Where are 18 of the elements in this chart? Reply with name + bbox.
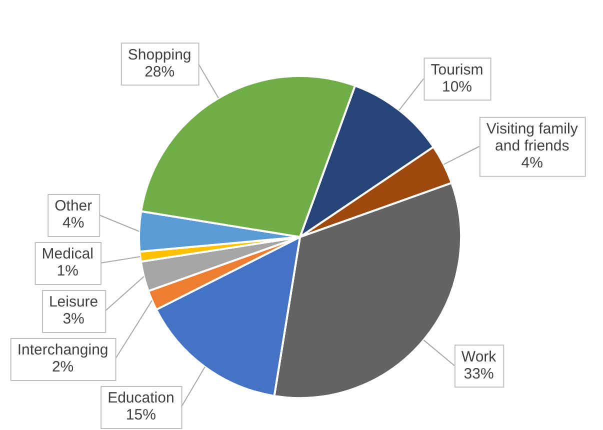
data-label: 28% — [144, 63, 175, 80]
data-label: 1% — [56, 262, 78, 280]
data-label: 15% — [126, 406, 156, 424]
slice-label: Education — [108, 390, 174, 407]
data-label: 3% — [62, 310, 84, 328]
slice-label: Shopping — [128, 46, 192, 64]
slice-label: Tourism — [430, 61, 484, 78]
slice-label: Visiting family and friends — [486, 120, 578, 155]
data-label: 4% — [521, 154, 543, 172]
slice-label: Interchanging — [17, 342, 108, 359]
data-label: 4% — [62, 214, 84, 232]
data-label: 33% — [464, 365, 494, 382]
data-label: 2% — [52, 358, 74, 376]
data-label: 10% — [442, 78, 472, 96]
slice-label: Work — [461, 348, 497, 366]
slice-label: Other — [54, 198, 92, 215]
slice-label: Leisure — [48, 294, 98, 311]
slice-label: Medical — [42, 246, 94, 263]
